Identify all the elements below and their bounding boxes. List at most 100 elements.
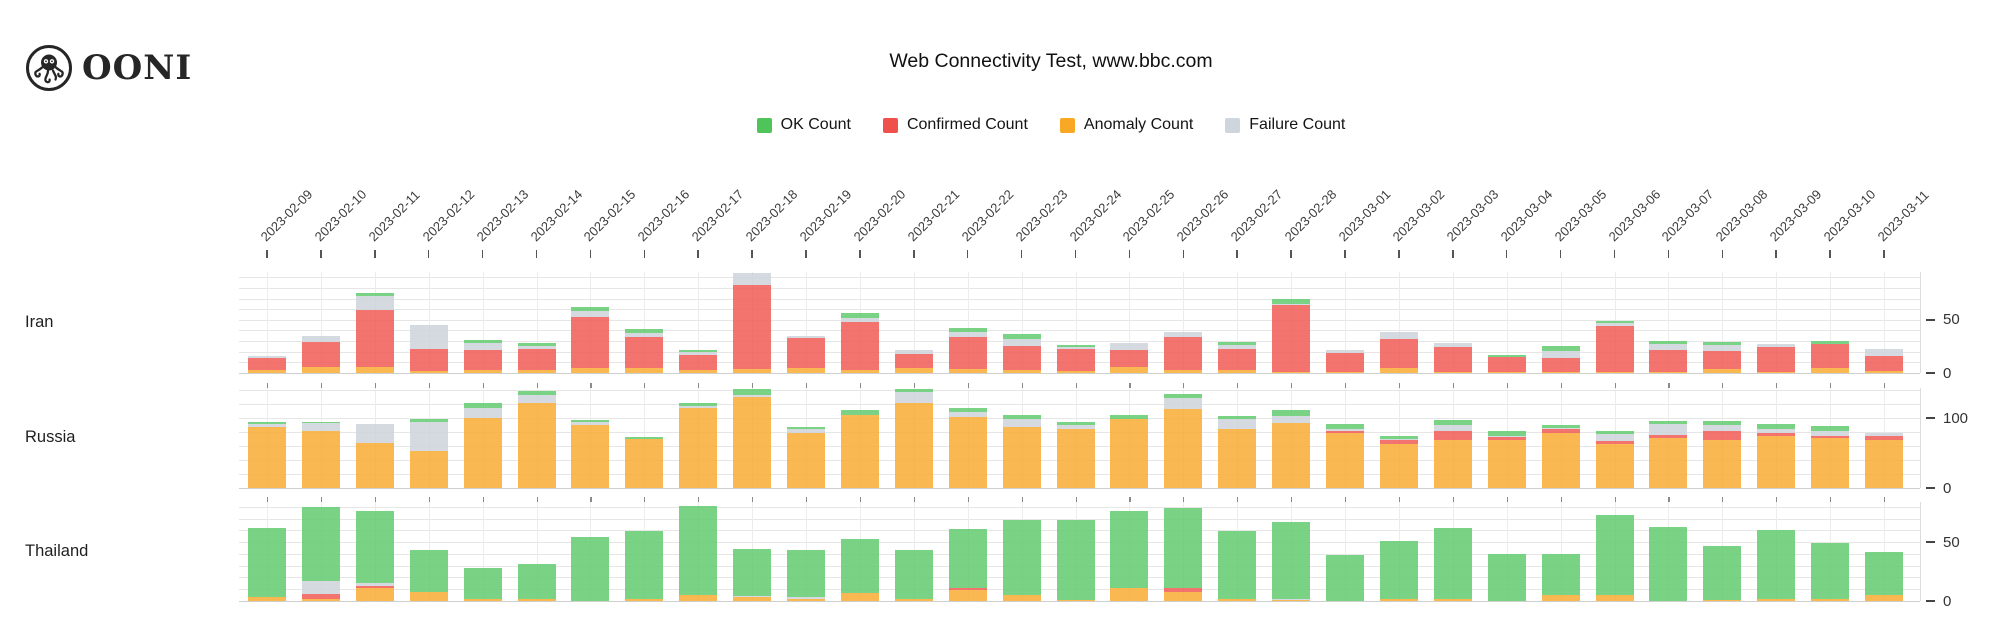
bar-segment[interactable]: [301, 342, 340, 367]
bar-segment[interactable]: [894, 388, 933, 393]
bar-segment[interactable]: [679, 351, 718, 355]
bar-segment[interactable]: [894, 349, 933, 354]
bar-segment[interactable]: [1595, 514, 1634, 596]
bar-segment[interactable]: [1865, 355, 1903, 371]
bar-segment[interactable]: [894, 550, 933, 599]
bar-segment[interactable]: [679, 595, 718, 601]
bar-segment[interactable]: [1164, 397, 1203, 409]
bar-segment[interactable]: [1649, 526, 1688, 601]
bar-segment[interactable]: [1595, 371, 1634, 373]
bar-segment[interactable]: [571, 420, 610, 423]
bar-segment[interactable]: [1541, 425, 1580, 428]
bar-segment[interactable]: [1649, 420, 1688, 425]
bar-segment[interactable]: [625, 336, 664, 368]
bar-segment[interactable]: [355, 296, 394, 311]
bar-segment[interactable]: [1433, 371, 1472, 373]
bar-segment[interactable]: [1649, 434, 1688, 438]
bar-segment[interactable]: [1865, 433, 1903, 437]
bar-segment[interactable]: [1002, 595, 1041, 601]
bar-segment[interactable]: [1379, 540, 1418, 599]
bar-segment[interactable]: [1595, 430, 1634, 435]
bar-segment[interactable]: [1056, 519, 1095, 600]
bar-segment[interactable]: [1110, 343, 1149, 350]
bar-segment[interactable]: [948, 368, 987, 373]
bar-segment[interactable]: [625, 329, 664, 333]
bar-segment[interactable]: [840, 538, 879, 593]
bar-segment[interactable]: [948, 588, 987, 591]
bar-segment[interactable]: [733, 368, 772, 373]
bar-segment[interactable]: [248, 358, 286, 370]
bar-segment[interactable]: [409, 325, 448, 349]
bar-segment[interactable]: [1865, 551, 1903, 596]
bar-segment[interactable]: [1757, 598, 1796, 601]
bar-segment[interactable]: [1811, 341, 1850, 345]
bar-segment[interactable]: [1811, 598, 1850, 601]
bar-segment[interactable]: [733, 389, 772, 395]
bar-segment[interactable]: [733, 597, 772, 601]
bar-segment[interactable]: [894, 367, 933, 373]
bar-segment[interactable]: [894, 598, 933, 601]
bar-segment[interactable]: [1757, 344, 1796, 348]
bar-segment[interactable]: [301, 598, 340, 601]
bar-segment[interactable]: [1379, 439, 1418, 444]
bar-segment[interactable]: [1379, 439, 1418, 440]
bar-segment[interactable]: [1272, 298, 1311, 304]
bar-segment[interactable]: [1811, 543, 1850, 599]
bar-segment[interactable]: [1272, 599, 1311, 601]
bar-segment[interactable]: [1218, 428, 1257, 488]
bar-segment[interactable]: [463, 418, 502, 488]
bar-segment[interactable]: [517, 343, 556, 347]
bar-segment[interactable]: [248, 527, 286, 598]
bar-segment[interactable]: [1541, 428, 1580, 433]
bar-segment[interactable]: [679, 406, 718, 409]
bar-segment[interactable]: [840, 410, 879, 416]
bar-segment[interactable]: [787, 597, 825, 599]
bar-segment[interactable]: [1110, 349, 1149, 367]
bar-segment[interactable]: [463, 408, 502, 419]
bar-segment[interactable]: [787, 598, 825, 601]
bar-segment[interactable]: [1002, 427, 1041, 488]
bar-segment[interactable]: [1164, 408, 1203, 488]
bar-segment[interactable]: [948, 408, 987, 412]
bar-segment[interactable]: [1703, 420, 1742, 426]
bar-segment[interactable]: [679, 402, 718, 407]
bar-segment[interactable]: [571, 311, 610, 317]
bar-segment[interactable]: [1218, 348, 1257, 370]
bar-segment[interactable]: [840, 317, 879, 322]
bar-segment[interactable]: [1218, 419, 1257, 429]
bar-segment[interactable]: [1865, 348, 1903, 356]
bar-segment[interactable]: [301, 422, 340, 432]
bar-segment[interactable]: [1433, 420, 1472, 426]
bar-segment[interactable]: [840, 592, 879, 601]
bar-segment[interactable]: [1811, 344, 1850, 368]
bar-segment[interactable]: [1541, 350, 1580, 359]
bar-segment[interactable]: [1703, 342, 1742, 346]
bar-segment[interactable]: [301, 421, 340, 423]
bar-segment[interactable]: [1703, 425, 1742, 431]
bar-segment[interactable]: [1703, 545, 1742, 600]
bar-segment[interactable]: [248, 424, 286, 428]
bar-segment[interactable]: [1218, 345, 1257, 349]
bar-segment[interactable]: [625, 332, 664, 337]
bar-segment[interactable]: [1541, 595, 1580, 601]
bar-segment[interactable]: [787, 367, 825, 373]
bar-segment[interactable]: [409, 450, 448, 488]
bar-segment[interactable]: [1056, 348, 1095, 371]
bar-segment[interactable]: [1595, 434, 1634, 442]
bar-segment[interactable]: [1272, 522, 1311, 599]
bar-segment[interactable]: [948, 331, 987, 337]
bar-segment[interactable]: [301, 335, 340, 343]
bar-segment[interactable]: [571, 537, 610, 601]
bar-segment[interactable]: [733, 394, 772, 398]
bar-segment[interactable]: [1811, 438, 1850, 488]
bar-segment[interactable]: [1002, 346, 1041, 370]
bar-segment[interactable]: [1757, 424, 1796, 429]
bar-segment[interactable]: [787, 427, 825, 429]
bar-segment[interactable]: [355, 310, 394, 367]
bar-segment[interactable]: [1272, 303, 1311, 305]
bar-segment[interactable]: [1865, 595, 1903, 601]
bar-segment[interactable]: [625, 598, 664, 601]
bar-segment[interactable]: [1326, 352, 1364, 372]
bar-segment[interactable]: [1487, 439, 1526, 488]
bar-segment[interactable]: [1272, 422, 1311, 488]
